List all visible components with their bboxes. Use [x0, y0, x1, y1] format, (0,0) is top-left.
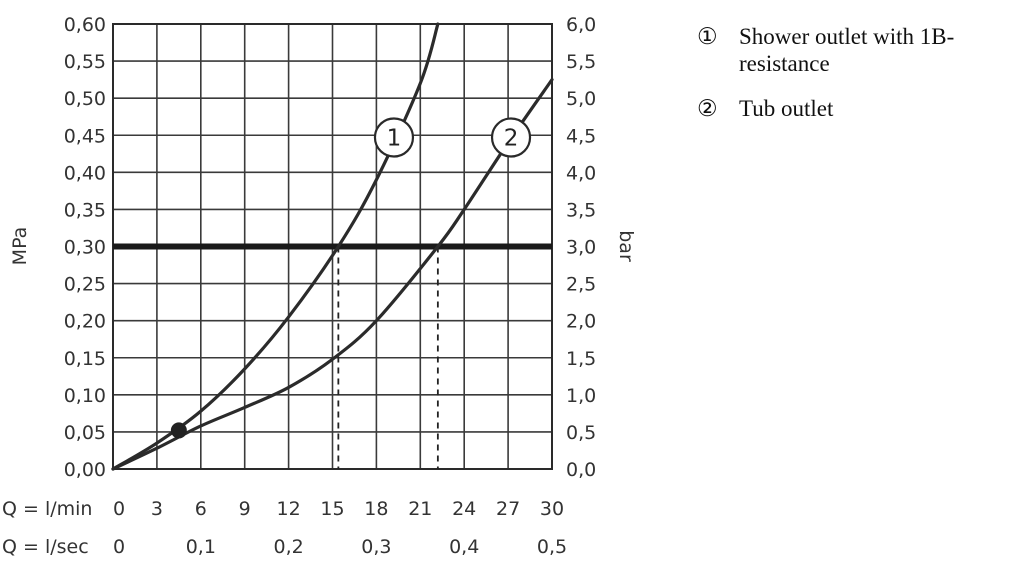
x-lps-tick-label: 0,4: [449, 536, 479, 558]
x-axis-lps-label: Q = l/sec: [2, 536, 89, 558]
x-lps-tick-label: 0,2: [273, 536, 303, 558]
y-left-tick-label: 0,55: [64, 51, 106, 73]
y-axis-right-label: bar: [615, 230, 637, 262]
y-axis-left-label: MPa: [9, 227, 31, 266]
x-lpm-tick-label: 21: [408, 498, 432, 520]
x-lpm-tick-label: 15: [320, 498, 344, 520]
y-left-tick-label: 0,45: [64, 125, 106, 147]
dropdown-lines: [337, 246, 439, 469]
operating-point: [170, 422, 187, 439]
curve-marker-label-2: 2: [504, 125, 519, 151]
x-lpm-tick-label: 30: [540, 498, 564, 520]
y-right-tick-label: 1,0: [566, 385, 596, 407]
x-lpm-tick-label: 24: [452, 498, 476, 520]
legend-text-1: Shower outlet with 1B-: [739, 24, 954, 49]
x-lpm-tick-label: 0: [113, 498, 125, 520]
y-axis-right: 0,0 0,5 1,0 1,5 2,0 2,5 3,0 3,5 4,0 4,5 5,0 5,5 6,0: [566, 14, 596, 481]
y-left-tick-label: 0,05: [64, 422, 106, 444]
legend-text-1: resistance: [739, 51, 830, 76]
x-lpm-tick-label: 18: [364, 498, 388, 520]
legend-symbol-2: ②: [697, 96, 718, 121]
x-lps-tick-label: 0,3: [361, 536, 391, 558]
y-axis-left: 0,00 0,05 0,10 0,15 0,20 0,25 0,30 0,35 0,40 0,45…: [64, 14, 106, 481]
y-right-tick-label: 3,0: [566, 237, 596, 259]
y-right-tick-label: 4,5: [566, 125, 596, 147]
y-left-tick-label: 0,00: [64, 459, 106, 481]
curve-marker-label-1: 1: [387, 125, 402, 151]
y-right-tick-label: 6,0: [566, 14, 596, 36]
series-line-2: [111, 78, 554, 471]
y-right-tick-label: 5,5: [566, 51, 596, 73]
x-axes: Q = l/min 0 3 6 9 12 15 18 21 24 27 30 Q = l/sec 0 0,1…: [2, 498, 567, 558]
x-lpm-tick-label: 12: [277, 498, 301, 520]
y-right-tick-label: 0,5: [566, 422, 596, 444]
y-left-tick-label: 0,30: [64, 237, 106, 259]
y-left-tick-label: 0,15: [64, 348, 106, 370]
y-right-tick-label: 1,5: [566, 348, 596, 370]
y-left-tick-label: 0,10: [64, 385, 106, 407]
y-right-tick-label: 3,5: [566, 199, 596, 221]
x-lps-tick-label: 0: [113, 536, 125, 558]
y-left-tick-label: 0,50: [64, 88, 106, 110]
x-lpm-tick-label: 3: [151, 498, 163, 520]
y-right-tick-label: 0,0: [566, 459, 596, 481]
y-right-tick-label: 2,0: [566, 311, 596, 333]
y-left-tick-label: 0,20: [64, 311, 106, 333]
legend-symbol-1: ①: [697, 24, 718, 49]
curve-marker-circle-1: [373, 117, 415, 158]
y-left-tick-label: 0,60: [64, 14, 106, 36]
y-right-tick-label: 5,0: [566, 88, 596, 110]
series-group: [111, 22, 554, 471]
y-left-tick-label: 0,40: [64, 162, 106, 184]
legend: ① Shower outlet with 1B-resistance ② Tub ou…: [697, 24, 954, 121]
x-lpm-tick-label: 27: [496, 498, 520, 520]
x-axis-lpm-label: Q = l/min: [2, 498, 92, 520]
y-left-tick-label: 0,25: [64, 274, 106, 296]
curve-marker-circle-2: [490, 117, 532, 158]
legend-text-2: Tub outlet: [739, 96, 834, 121]
x-lpm-tick-label: 9: [239, 498, 251, 520]
x-lps-tick-label: 0,1: [186, 536, 216, 558]
x-lpm-tick-label: 6: [195, 498, 207, 520]
x-lps-tick-label: 0,5: [537, 536, 567, 558]
y-right-tick-label: 2,5: [566, 274, 596, 296]
y-left-tick-label: 0,35: [64, 199, 106, 221]
y-right-tick-label: 4,0: [566, 162, 596, 184]
